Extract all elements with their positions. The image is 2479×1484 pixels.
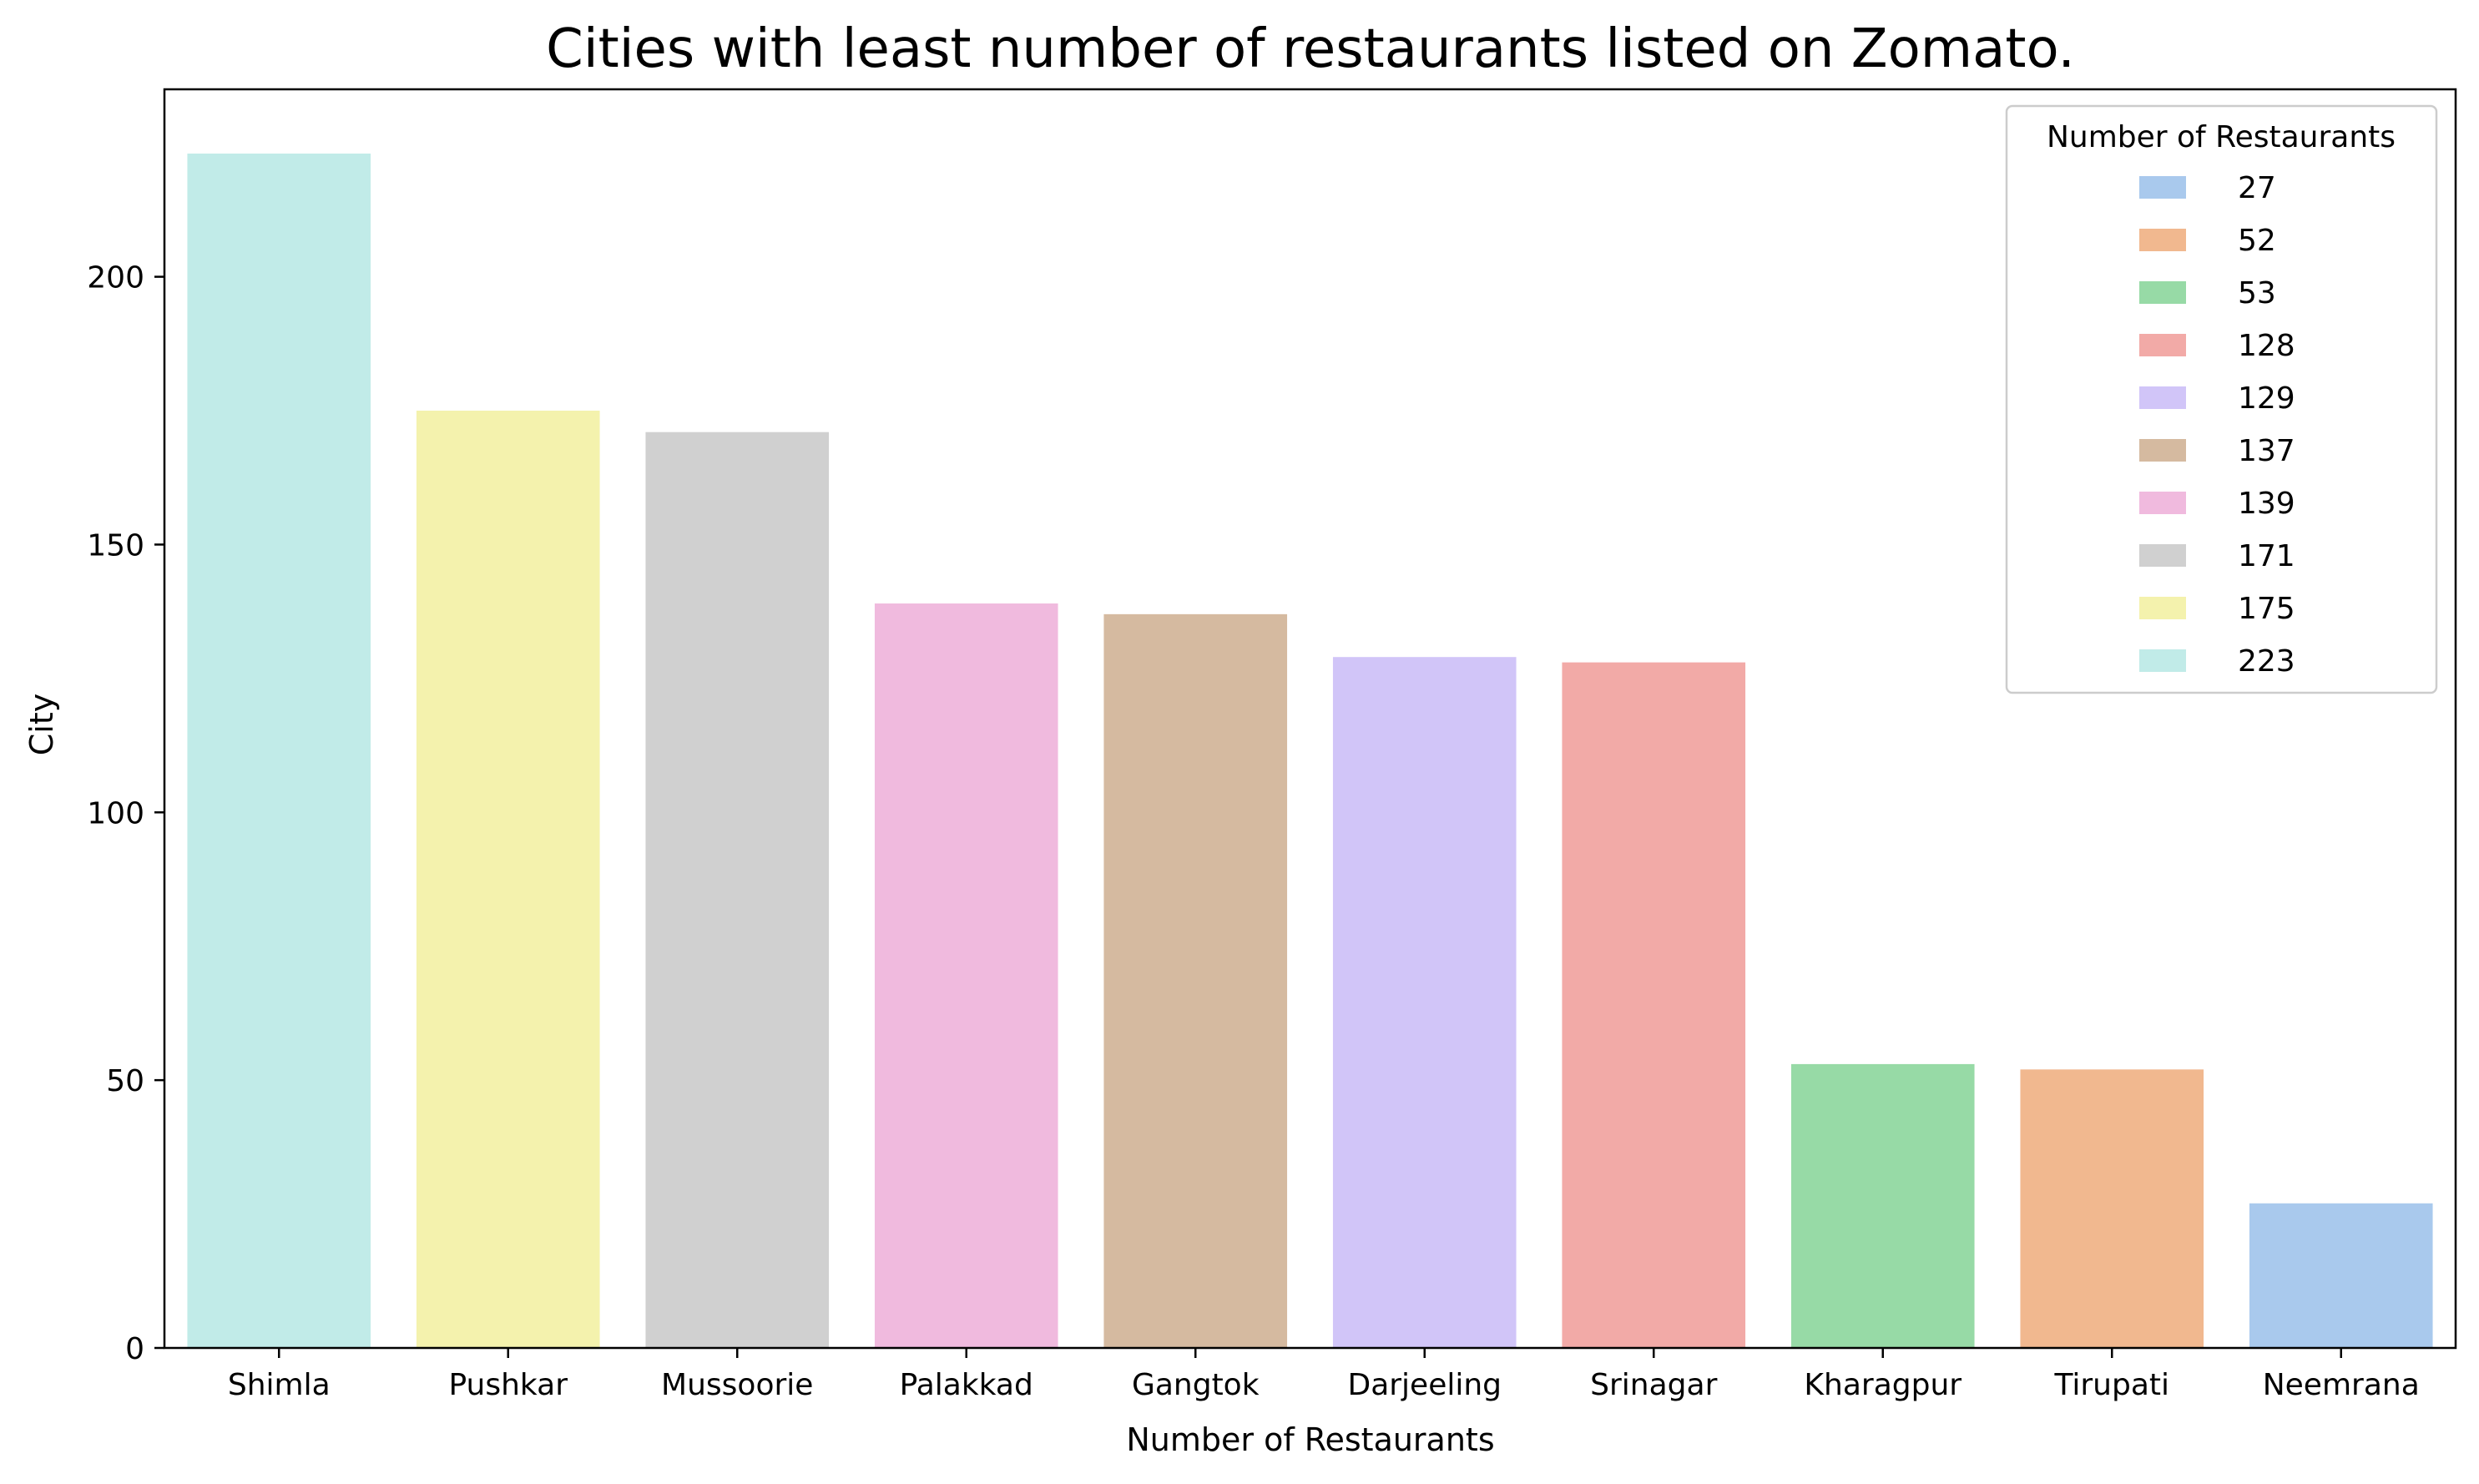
legend-entry-label: 139 — [2238, 487, 2295, 521]
legend-swatch — [2139, 176, 2186, 199]
legend-swatch — [2139, 544, 2186, 567]
legend-entry-label: 129 — [2238, 381, 2295, 416]
legend-entry-label: 53 — [2238, 276, 2276, 310]
x-tick-label: Neemrana — [2263, 1368, 2420, 1402]
y-tick-label: 150 — [87, 528, 144, 563]
bar-pushkar — [416, 411, 600, 1349]
legend-entry-label: 137 — [2238, 434, 2295, 468]
legend-swatch — [2139, 439, 2186, 462]
bar-darjeeling — [1332, 657, 1517, 1348]
legend-box — [2005, 104, 2438, 694]
x-tick-label: Darjeeling — [1347, 1368, 1502, 1402]
legend-entry-label: 27 — [2238, 171, 2276, 205]
chart-title: Cities with least number of restaurants … — [546, 18, 2075, 80]
legend-swatch — [2139, 597, 2186, 619]
bar-kharagpur — [1790, 1063, 1975, 1348]
y-tick-label: 200 — [87, 261, 144, 295]
x-axis-label: Number of Restaurants — [1126, 1421, 1494, 1458]
legend-swatch — [2139, 334, 2186, 356]
legend-entry-label: 171 — [2238, 539, 2295, 573]
x-tick-label: Mussoorie — [661, 1368, 813, 1402]
x-tick-label: Palakkad — [900, 1368, 1033, 1402]
x-tick-label: Srinagar — [1590, 1368, 1717, 1402]
legend: Number of Restaurants 27 52 53 128 129 137 139… — [2005, 104, 2438, 694]
legend-entry-label: 52 — [2238, 224, 2276, 258]
bar-shimla — [187, 154, 371, 1348]
bar-gangtok — [1103, 613, 1288, 1348]
y-tick-label: 50 — [106, 1064, 144, 1098]
legend-swatch — [2139, 281, 2186, 304]
plot-frame — [163, 88, 2457, 1350]
bar-neemrana — [2249, 1203, 2433, 1348]
bars-layer — [187, 154, 2433, 1349]
legend-entry-label: 223 — [2238, 644, 2295, 679]
x-tick-label: Gangtok — [1132, 1368, 1260, 1402]
legend-entries: 27 52 53 128 129 137 139 171 175 223 — [2139, 171, 2295, 679]
bar-palakkad — [874, 603, 1058, 1348]
bar-mussoorie — [645, 432, 830, 1348]
bar-tirupati — [2020, 1069, 2204, 1348]
legend-swatch — [2139, 386, 2186, 409]
legend-entry-label: 128 — [2238, 329, 2295, 363]
bar-srinagar — [1562, 662, 1746, 1348]
legend-swatch — [2139, 229, 2186, 251]
y-axis: 0 50 100 150 200 — [87, 261, 164, 1366]
legend-swatch — [2139, 649, 2186, 672]
legend-swatch — [2139, 492, 2186, 514]
x-axis: Shimla Pushkar Mussoorie Palakkad Gangtok Dar… — [228, 1348, 2420, 1402]
x-tick-label: Kharagpur — [1804, 1368, 1961, 1402]
x-tick-label: Shimla — [228, 1368, 331, 1402]
legend-title: Number of Restaurants — [2047, 120, 2396, 154]
x-tick-label: Pushkar — [448, 1368, 568, 1402]
y-tick-label: 100 — [87, 796, 144, 830]
y-tick-label: 0 — [125, 1332, 144, 1366]
x-tick-label: Tirupati — [2053, 1368, 2169, 1402]
y-axis-label: City — [23, 694, 60, 755]
legend-entry-label: 175 — [2238, 592, 2295, 626]
